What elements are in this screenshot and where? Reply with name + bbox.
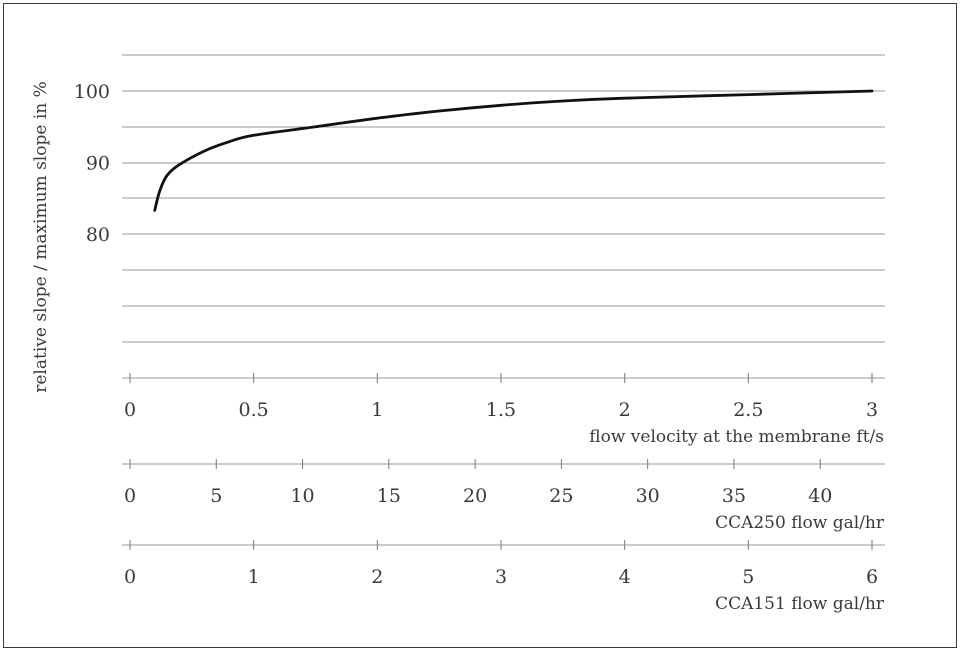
- x-tick-label: 2: [619, 399, 631, 421]
- x-tick-label: 15: [377, 485, 401, 507]
- y-tick-label: 90: [86, 153, 110, 175]
- x-tick-label: 1: [371, 399, 383, 421]
- x-tick-label: 10: [290, 485, 314, 507]
- x-tick-label: 5: [742, 566, 754, 588]
- x-axis-3: 0 1 2 3 4 5 6 CCA151 flow gal/hr: [122, 540, 885, 614]
- x-tick-label: 40: [808, 485, 832, 507]
- x-tick-label: 2: [371, 566, 383, 588]
- x-axis-label: CCA151 flow gal/hr: [715, 594, 885, 614]
- grid-lines: [122, 54, 885, 343]
- x-tick-label: 30: [636, 485, 660, 507]
- series-line: [153, 89, 874, 212]
- x-tick-label: 2.5: [733, 399, 763, 421]
- x-tick-label: 25: [549, 485, 573, 507]
- x-tick-label: 1: [248, 566, 260, 588]
- x-axes: 0 0.5 1 1.5 2 2.5 3 flow velocity at the membra…: [122, 373, 885, 614]
- x-axis-label: CCA250 flow gal/hr: [715, 513, 885, 533]
- x-tick-label: 1.5: [486, 399, 516, 421]
- x-axis-1: 0 0.5 1 1.5 2 2.5 3 flow velocity at the membra…: [122, 373, 885, 447]
- x-tick-label: 0: [124, 566, 136, 588]
- x-tick-label: 3: [495, 566, 507, 588]
- x-tick-label: 35: [722, 485, 746, 507]
- x-axis-label: flow velocity at the membrane ft/s: [589, 427, 884, 447]
- x-tick-label: 0.5: [239, 399, 269, 421]
- x-axis-2: 0 5 10 15 20 25 30 35 40 CCA250 flow gal/hr: [122, 459, 885, 533]
- chart-frame: [3, 3, 957, 648]
- x-tick-label: 4: [619, 566, 631, 588]
- y-axis-label: relative slope / maximum slope in %: [31, 81, 51, 393]
- x-tick-label: 6: [866, 566, 878, 588]
- x-tick-label: 0: [124, 399, 136, 421]
- x-tick-label: 20: [463, 485, 487, 507]
- y-tick-label: 80: [86, 224, 110, 246]
- y-tick-label: 100: [74, 81, 110, 103]
- x-tick-label: 5: [210, 485, 222, 507]
- x-tick-label: 0: [124, 485, 136, 507]
- x-tick-label: 3: [866, 399, 878, 421]
- y-axis-ticks: 80 90 100: [74, 81, 110, 246]
